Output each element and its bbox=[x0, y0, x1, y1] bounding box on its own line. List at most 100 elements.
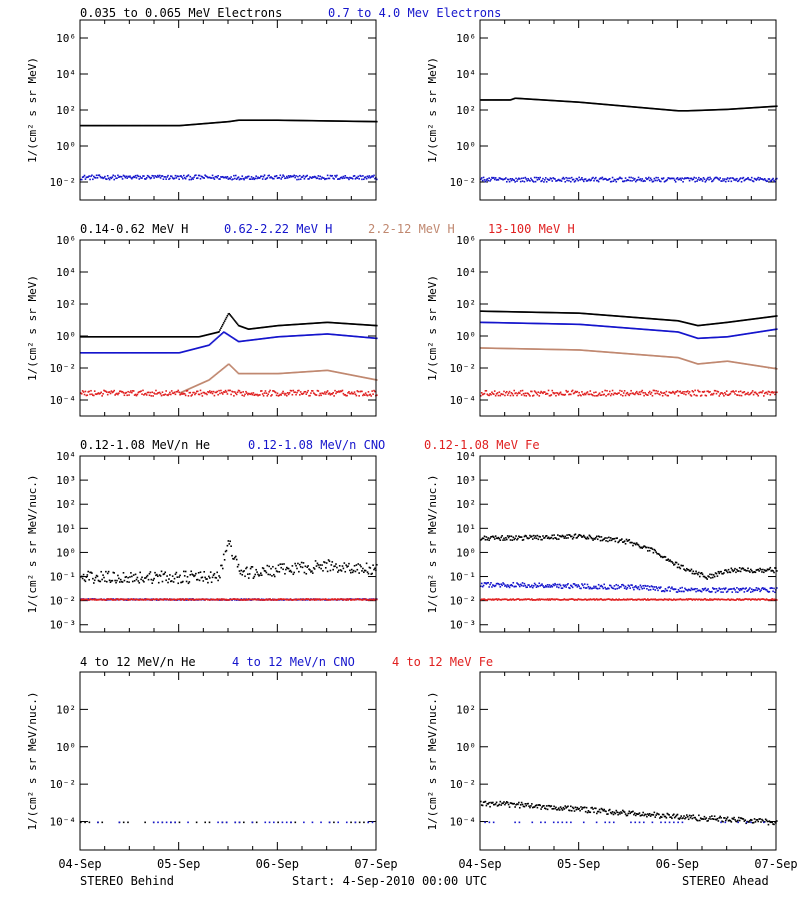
data-point bbox=[531, 395, 534, 397]
data-point bbox=[632, 316, 634, 319]
data-point bbox=[290, 175, 293, 178]
data-point bbox=[526, 348, 528, 350]
data-point bbox=[280, 119, 283, 122]
data-point bbox=[90, 175, 92, 178]
data-point bbox=[317, 119, 320, 122]
data-point bbox=[221, 175, 224, 178]
data-point bbox=[264, 598, 267, 601]
data-point bbox=[733, 391, 735, 393]
data-point bbox=[266, 177, 269, 179]
data-point bbox=[621, 105, 624, 107]
data-point bbox=[658, 355, 660, 357]
legend-label: 13-100 MeV H bbox=[488, 222, 575, 236]
data-point bbox=[240, 569, 243, 572]
data-point bbox=[132, 574, 135, 576]
data-point bbox=[732, 361, 734, 363]
data-point bbox=[237, 563, 240, 566]
data-point bbox=[199, 335, 202, 338]
data-point bbox=[302, 174, 305, 177]
data-point bbox=[192, 123, 194, 126]
data-point bbox=[190, 387, 193, 389]
data-point bbox=[609, 180, 612, 183]
data-point bbox=[190, 336, 193, 338]
data-point bbox=[603, 351, 606, 353]
data-point bbox=[228, 363, 231, 366]
data-point bbox=[96, 575, 99, 578]
data-point bbox=[582, 323, 584, 326]
data-point bbox=[722, 108, 724, 111]
data-point bbox=[301, 323, 304, 325]
data-point bbox=[737, 334, 739, 336]
data-point bbox=[506, 347, 509, 350]
data-point bbox=[595, 102, 598, 105]
data-point bbox=[260, 119, 262, 122]
data-point bbox=[574, 180, 577, 182]
data-point bbox=[705, 394, 708, 397]
data-point bbox=[611, 389, 614, 392]
data-point bbox=[172, 124, 175, 127]
data-point bbox=[118, 392, 120, 395]
data-point bbox=[146, 391, 149, 394]
data-point bbox=[671, 177, 673, 180]
data-point bbox=[142, 599, 144, 601]
data-point bbox=[572, 349, 575, 351]
data-point bbox=[559, 323, 562, 325]
data-point bbox=[632, 327, 634, 330]
data-point bbox=[545, 322, 548, 325]
data-point bbox=[290, 323, 293, 326]
data-point bbox=[195, 384, 198, 387]
data-point bbox=[132, 175, 135, 178]
data-point bbox=[601, 314, 604, 316]
data-point bbox=[733, 108, 735, 110]
data-point bbox=[228, 120, 231, 123]
data-point bbox=[643, 328, 645, 331]
data-point bbox=[148, 124, 151, 127]
data-point bbox=[525, 348, 528, 350]
data-point bbox=[287, 599, 290, 601]
data-point bbox=[338, 371, 341, 374]
data-point bbox=[117, 352, 119, 354]
data-point bbox=[750, 332, 752, 334]
data-point bbox=[139, 175, 141, 178]
data-point bbox=[633, 353, 635, 355]
data-point bbox=[511, 322, 514, 324]
data-point bbox=[709, 323, 711, 326]
legend-label: 4 to 12 MeV/n CNO bbox=[232, 655, 355, 669]
data-point bbox=[495, 310, 498, 313]
data-point bbox=[335, 120, 337, 122]
data-point bbox=[195, 347, 197, 350]
data-point bbox=[138, 599, 141, 601]
data-point bbox=[129, 336, 131, 338]
data-point bbox=[191, 573, 193, 576]
data-point bbox=[616, 104, 619, 107]
data-point bbox=[492, 310, 495, 313]
data-point bbox=[759, 330, 761, 333]
data-point bbox=[668, 356, 670, 358]
data-point bbox=[117, 598, 119, 600]
data-point bbox=[640, 390, 643, 393]
data-point bbox=[691, 323, 694, 326]
data-point bbox=[613, 351, 616, 354]
data-point bbox=[563, 312, 566, 314]
data-point bbox=[252, 339, 255, 341]
data-point bbox=[242, 177, 244, 180]
data-point bbox=[194, 123, 196, 126]
data-point bbox=[88, 175, 90, 177]
data-point bbox=[179, 175, 181, 178]
data-point bbox=[80, 178, 83, 181]
data-point bbox=[112, 174, 115, 177]
data-point bbox=[187, 395, 190, 397]
data-point bbox=[266, 599, 269, 601]
data-point bbox=[190, 570, 193, 573]
data-point bbox=[214, 176, 217, 178]
data-point bbox=[730, 321, 733, 323]
data-point bbox=[515, 311, 517, 313]
data-point bbox=[249, 339, 252, 341]
data-point bbox=[746, 319, 748, 321]
data-point bbox=[531, 180, 534, 182]
data-point bbox=[544, 311, 546, 314]
data-point bbox=[602, 178, 605, 181]
data-point bbox=[105, 124, 108, 127]
data-point bbox=[369, 598, 372, 601]
data-point bbox=[193, 176, 195, 179]
